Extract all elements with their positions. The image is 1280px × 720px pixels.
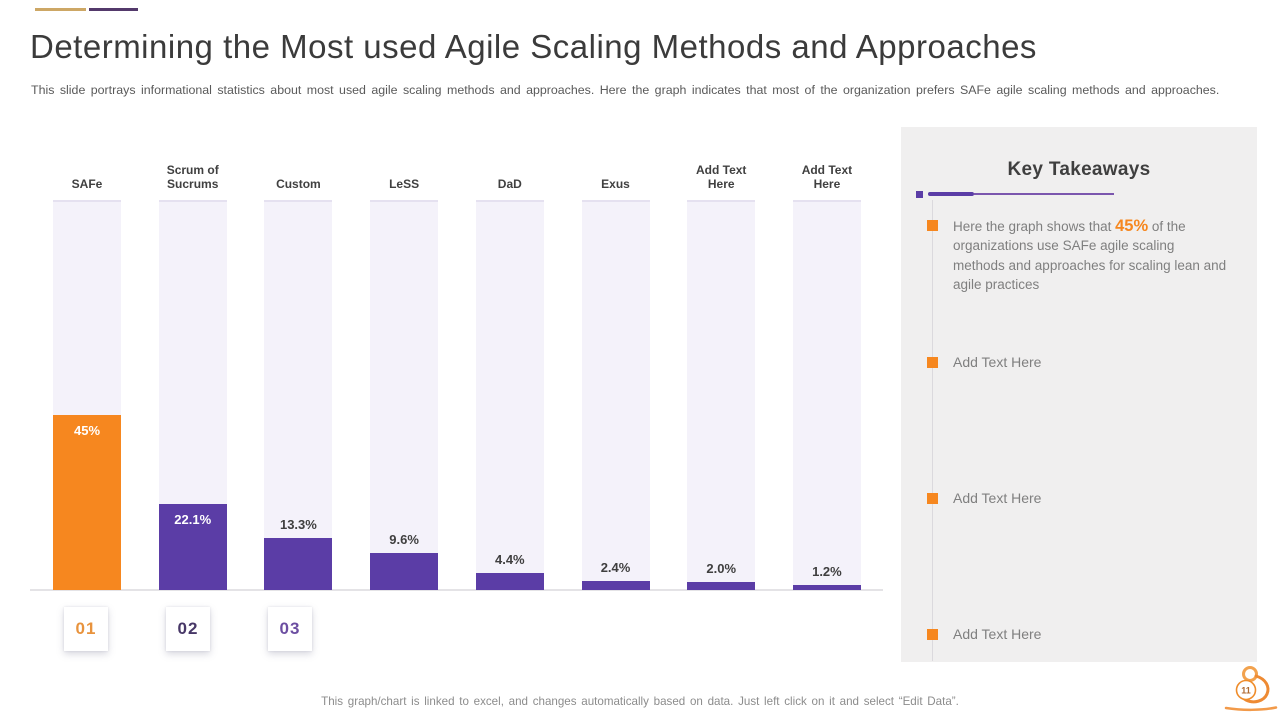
chart-column: Add Text Here 1.2% <box>792 155 861 590</box>
takeaway-text-pre: Here the graph shows that <box>953 219 1116 234</box>
chart-baseline <box>30 589 883 591</box>
category-label: DaD <box>497 177 522 191</box>
category-label: Custom <box>276 177 321 191</box>
logo-loop-icon <box>1242 666 1258 682</box>
bar-track: 13.3% <box>264 200 333 590</box>
bullet-square-icon <box>927 357 938 368</box>
bar[interactable] <box>475 572 544 590</box>
bullet-square-icon <box>927 220 938 231</box>
number-badge-01[interactable]: 01 <box>64 607 108 651</box>
category-label: Add Text Here <box>695 163 747 191</box>
divider-thick-line <box>928 192 974 196</box>
page-subtitle: This slide portrays informational statis… <box>31 83 1220 97</box>
chart-column: LeSS 9.6% <box>370 155 439 590</box>
timeline-vertical-line <box>932 200 933 661</box>
takeaway-item[interactable]: Add Text Here <box>927 354 1041 370</box>
logo-underline <box>1224 706 1278 712</box>
category-label: SAFe <box>71 177 103 191</box>
takeaway-item: Here the graph shows that 45% of the org… <box>927 217 1229 294</box>
value-label: 2.0% <box>706 561 737 577</box>
bar[interactable] <box>581 580 650 590</box>
bar[interactable]: 22.1% <box>158 504 227 590</box>
value-label: 2.4% <box>600 559 631 575</box>
bar[interactable]: 45% <box>53 415 121 590</box>
value-label: 4.4% <box>494 551 525 567</box>
bar-track: 2.0% <box>687 200 756 590</box>
category-label: Scrum of Sucrums <box>166 163 219 191</box>
bar-track: 9.6% <box>370 200 439 590</box>
chart-column: Exus 2.4% <box>581 155 650 590</box>
chart-column: DaD 4.4% <box>475 155 544 590</box>
footer-note: This graph/chart is linked to excel, and… <box>321 695 959 708</box>
bar[interactable] <box>792 585 861 590</box>
takeaway-item[interactable]: Add Text Here <box>927 490 1041 506</box>
bar-track: 22.1% <box>158 200 227 590</box>
bar[interactable] <box>687 582 756 590</box>
bar[interactable] <box>370 552 439 590</box>
page-number-circle <box>1235 679 1257 701</box>
takeaway-text-post: of the organizations use SAFe agile scal… <box>953 219 1227 292</box>
category-label: LeSS <box>389 177 420 191</box>
value-label: 22.1% <box>174 512 212 528</box>
key-takeaways-title: Key Takeaways <box>1007 159 1151 180</box>
accent-line-purple <box>89 8 138 11</box>
bar[interactable] <box>264 538 333 590</box>
divider-square <box>916 191 923 198</box>
bar-chart[interactable]: SAFe 45% Scrum of Sucrums 22.1% Custom 13.3% L… <box>53 155 861 590</box>
key-takeaways-panel: Key Takeaways Here the graph shows that … <box>901 127 1257 662</box>
takeaway-placeholder-text[interactable]: Add Text Here <box>953 354 1042 370</box>
chart-column: Scrum of Sucrums 22.1% <box>158 155 227 590</box>
bar-track: 4.4% <box>475 200 544 590</box>
takeaway-placeholder-text[interactable]: Add Text Here <box>953 626 1042 642</box>
number-badge-02[interactable]: 02 <box>166 607 210 651</box>
value-label: 1.2% <box>812 564 842 580</box>
value-label: 45% <box>73 423 101 439</box>
takeaway-placeholder-text[interactable]: Add Text Here <box>953 490 1042 506</box>
page-title: Determining the Most used Agile Scaling … <box>30 28 1037 65</box>
bullet-square-icon <box>927 493 938 504</box>
bar-track: 2.4% <box>581 200 650 590</box>
bar-track: 1.2% <box>792 200 861 590</box>
chart-column: Add Text Here 2.0% <box>687 155 756 590</box>
accent-line-tan <box>35 8 86 11</box>
slide-logo: 11 <box>1224 666 1278 712</box>
takeaway-text: Here the graph shows that 45% of the org… <box>953 217 1229 294</box>
value-label: 13.3% <box>279 517 317 533</box>
takeaway-item[interactable]: Add Text Here <box>927 626 1041 642</box>
page-number: 11 <box>1241 686 1251 696</box>
value-label: 9.6% <box>389 531 419 547</box>
number-badge-03[interactable]: 03 <box>268 607 312 651</box>
category-label: Exus <box>601 177 630 191</box>
chart-column: SAFe 45% <box>53 155 121 590</box>
category-label: Add Text Here <box>801 163 853 191</box>
bullet-square-icon <box>927 629 938 640</box>
divider-thin-line <box>974 193 1114 195</box>
takeaway-highlight-value: 45% <box>1115 217 1149 235</box>
bar-track: 45% <box>53 200 121 590</box>
chart-column: Custom 13.3% <box>264 155 333 590</box>
